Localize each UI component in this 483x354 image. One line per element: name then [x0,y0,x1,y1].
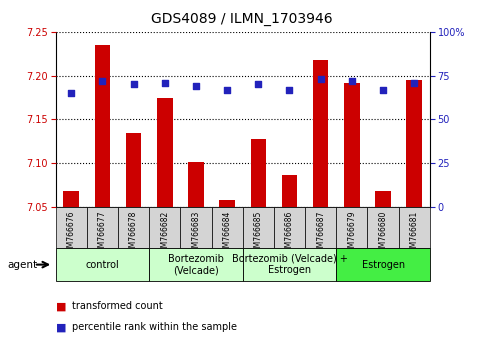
Text: GSM766682: GSM766682 [160,210,169,257]
Text: ■: ■ [56,322,66,332]
Bar [63,191,79,207]
Point [285,87,293,92]
Text: GSM766676: GSM766676 [67,210,76,257]
Bar [118,207,149,248]
Point [255,81,262,87]
Bar [180,207,212,248]
Text: ■: ■ [56,301,66,311]
Bar [188,162,204,207]
Text: GSM766679: GSM766679 [347,210,356,257]
Point [223,87,231,92]
Point [379,87,387,92]
Point [192,83,200,89]
Bar [242,207,274,248]
Point [348,78,356,84]
Text: Estrogen: Estrogen [361,259,405,270]
Text: percentile rank within the sample: percentile rank within the sample [72,322,238,332]
Point [67,90,75,96]
Bar [157,98,172,207]
Bar [336,207,368,248]
Text: agent: agent [7,259,37,270]
Bar [87,207,118,248]
Text: GSM766686: GSM766686 [285,210,294,257]
Text: GSM766680: GSM766680 [379,210,387,257]
Point [129,81,137,87]
Text: GSM766677: GSM766677 [98,210,107,257]
Bar [251,139,266,207]
Bar [398,207,430,248]
Text: GSM766685: GSM766685 [254,210,263,257]
Bar [149,248,242,281]
Text: GSM766683: GSM766683 [191,210,200,257]
Text: Bortezomib (Velcade) +
Estrogen: Bortezomib (Velcade) + Estrogen [231,254,347,275]
Text: GSM766684: GSM766684 [223,210,232,257]
Text: GSM766681: GSM766681 [410,210,419,257]
Text: Bortezomib
(Velcade): Bortezomib (Velcade) [168,254,224,275]
Bar [344,83,360,207]
Point [99,78,106,84]
Bar [219,200,235,207]
Bar [95,45,110,207]
Bar [368,207,398,248]
Bar [126,133,142,207]
Bar [212,207,242,248]
Bar [56,248,149,281]
Bar [56,207,87,248]
Point [317,76,325,82]
Bar [336,248,430,281]
Bar [407,80,422,207]
Text: GSM766687: GSM766687 [316,210,325,257]
Text: GSM766678: GSM766678 [129,210,138,257]
Text: control: control [85,259,119,270]
Bar [274,207,305,248]
Bar [305,207,336,248]
Bar [375,191,391,207]
Point [411,80,418,86]
Bar [313,60,328,207]
Bar [282,175,298,207]
Bar [149,207,180,248]
Point [161,80,169,86]
Bar [242,248,336,281]
Text: transformed count: transformed count [72,301,163,311]
Text: GDS4089 / ILMN_1703946: GDS4089 / ILMN_1703946 [151,12,332,27]
